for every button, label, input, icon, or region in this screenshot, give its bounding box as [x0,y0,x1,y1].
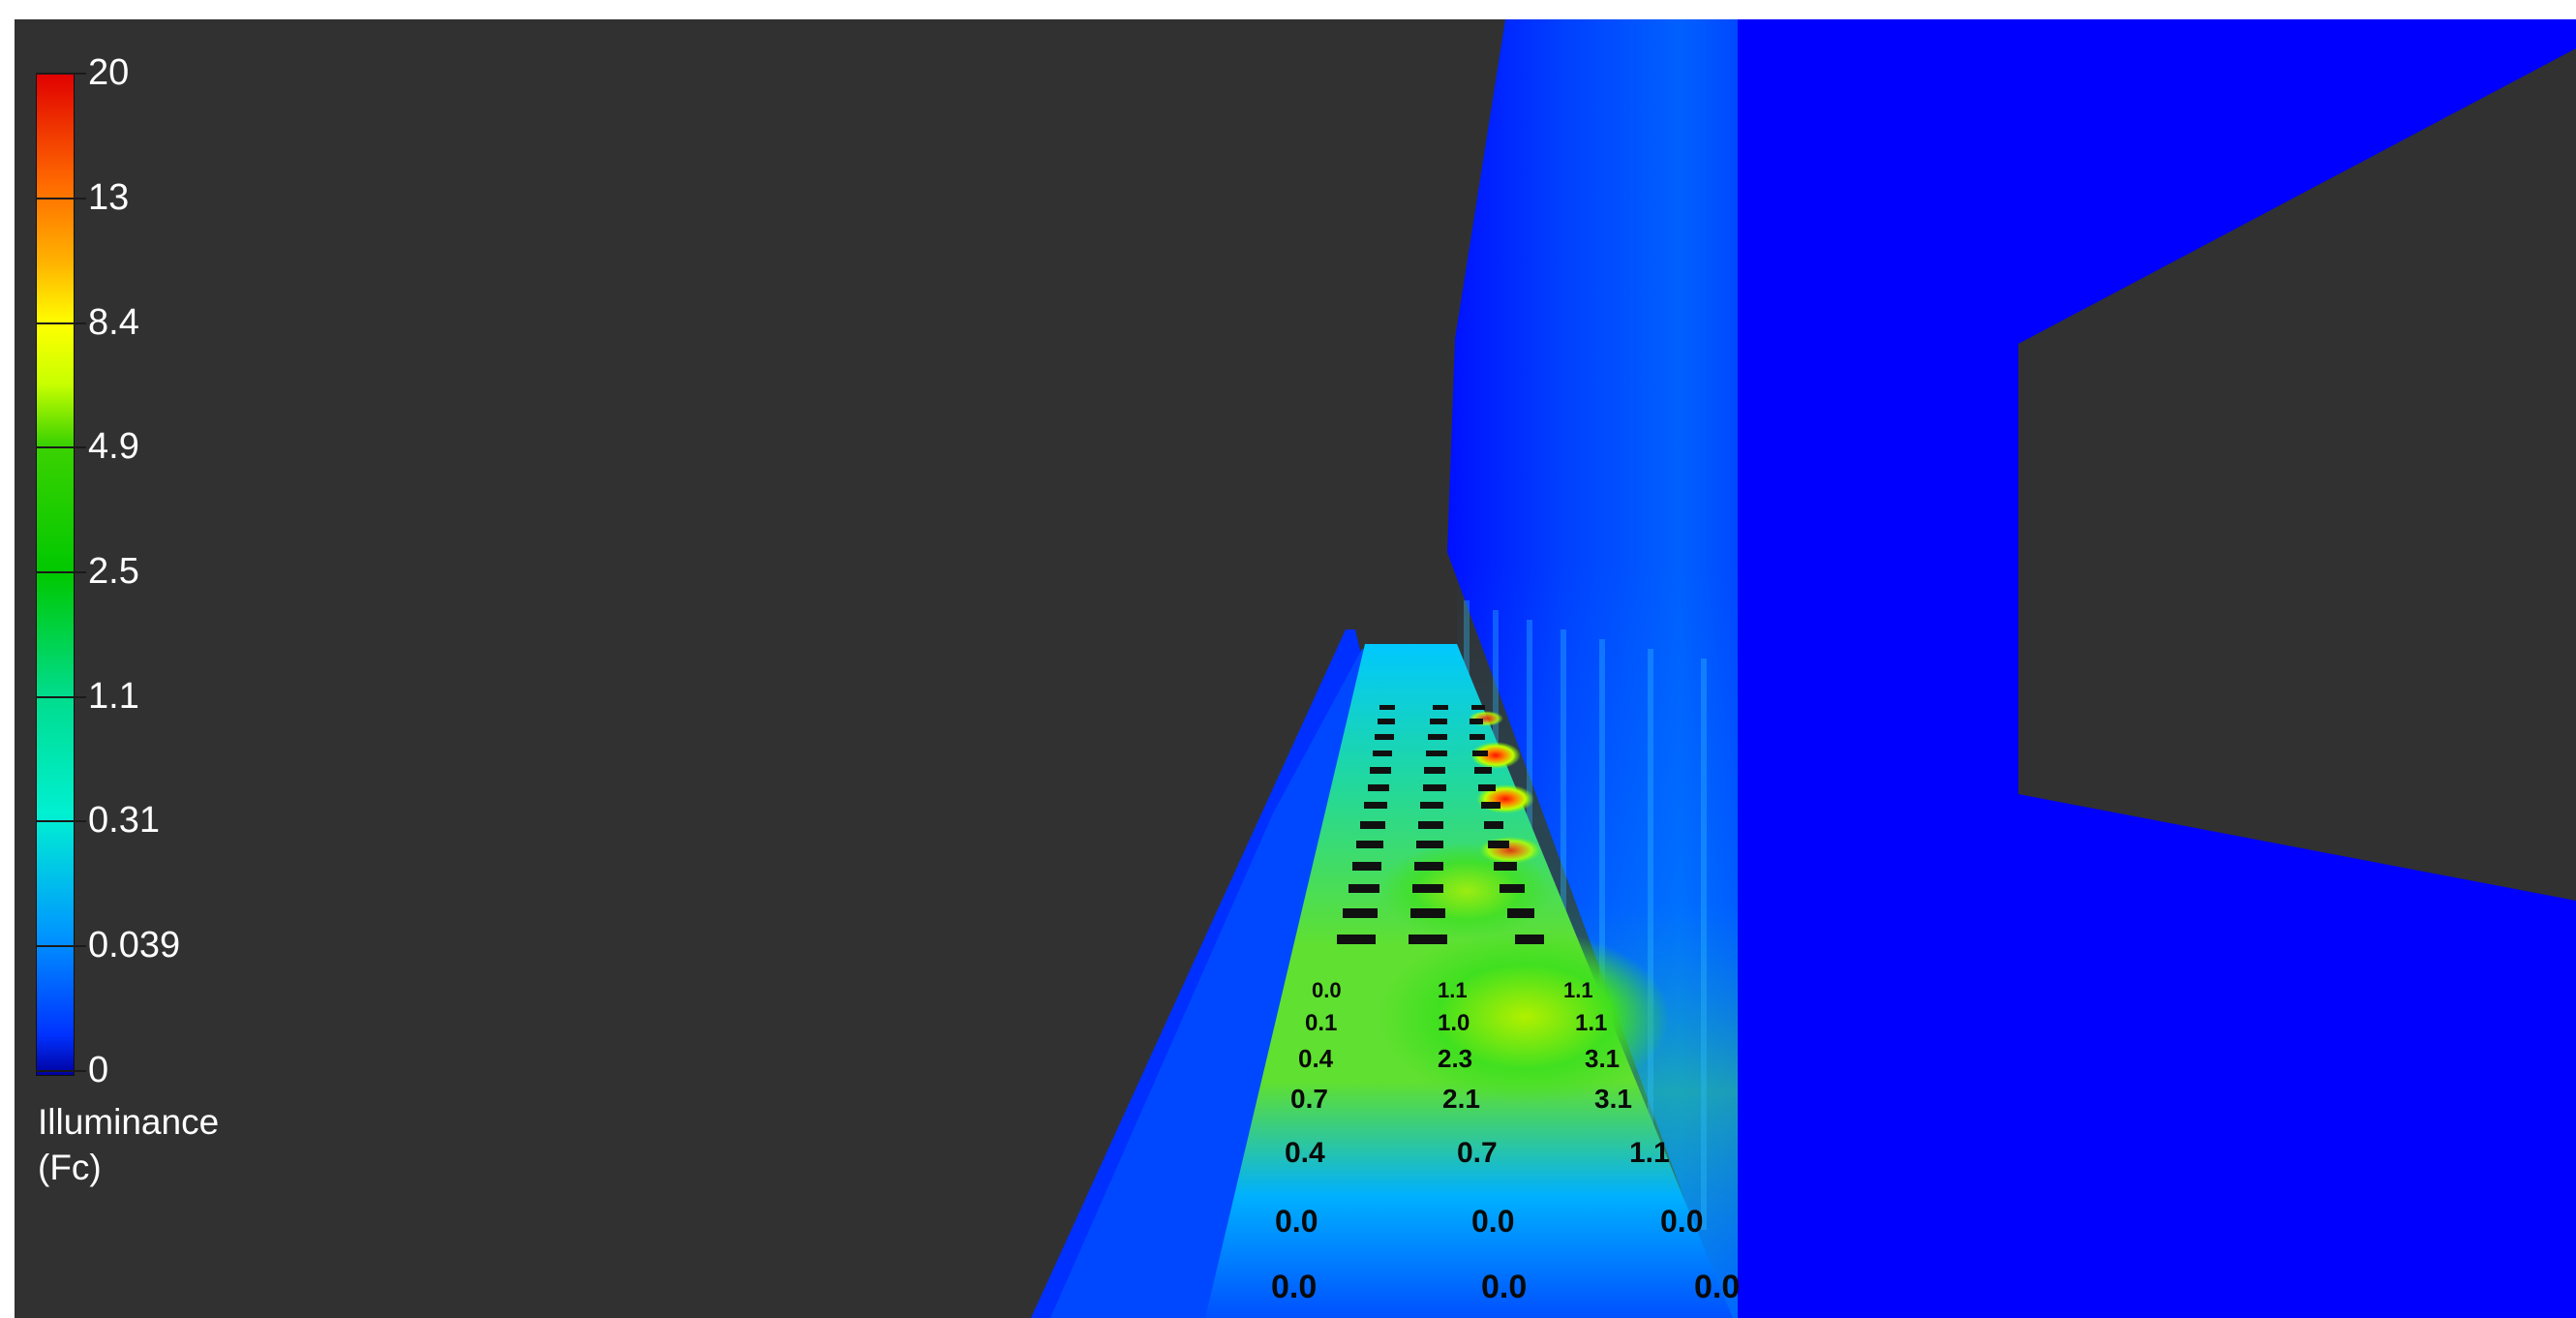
corridor-curb [1031,629,1362,1318]
legend-tick [36,571,86,573]
right-wall-top-strip [2270,19,2576,136]
legend-tick-label: 20 [88,52,130,93]
grid-value: 2.1 [1442,1084,1480,1114]
grid-value: 1.1 [1575,1010,1607,1036]
grid-value: 0.4 [1285,1137,1325,1169]
grid-value: 0.0 [1471,1204,1514,1239]
grid-value: 1.0 [1438,1010,1470,1036]
legend-tick-label: 0.039 [88,925,181,966]
grid-value: 0.4 [1298,1044,1334,1073]
grid-value: 0.7 [1290,1084,1328,1114]
legend-tick-label: 4.9 [88,426,139,467]
legend-tick-label: 2.5 [88,551,139,592]
legend-tick [36,198,86,199]
grid-value: 1.1 [1629,1137,1670,1169]
grid-value: 1.1 [1438,978,1468,1002]
illuminance-3d-scene: 0.0 1.1 1.1 0.1 1.0 1.1 0.4 2.3 3.1 0.7 … [1031,19,2576,1318]
legend-tick-label: 0 [88,1050,109,1090]
legend-tick-label: 8.4 [88,302,139,343]
grid-value: 0.0 [1481,1269,1527,1305]
legend-title-line1: Illuminance [38,1102,220,1142]
color-scale-bar [36,73,75,1076]
legend-tick [36,945,86,947]
grid-value: 1.1 [1563,978,1593,1002]
floor-green-zone [1379,930,1670,1104]
render-viewport[interactable]: 0.0 1.1 1.1 0.1 1.0 1.1 0.4 2.3 3.1 0.7 … [15,19,2576,1318]
grid-value: 3.1 [1594,1084,1632,1114]
right-wall-opening [2018,48,2576,901]
hotspot-1 [1470,742,1521,769]
legend-tick [36,696,86,698]
legend-tick [36,73,86,75]
legend-tick-label: 1.1 [88,676,139,717]
far-calc-points [1337,705,1544,944]
legend-tick [36,1070,86,1072]
legend-tick [36,322,86,324]
legend-title-line2: (Fc) [38,1148,102,1187]
grid-value: 3.1 [1585,1044,1620,1073]
grid-value: 2.3 [1438,1044,1472,1073]
legend-tick-label: 13 [88,177,130,218]
grid-value: 0.0 [1694,1269,1740,1305]
legend-tick-label: 0.31 [88,800,160,841]
legend-title: Illuminance (Fc) [38,1099,219,1190]
grid-value: 0.1 [1305,1010,1337,1036]
color-scale-legend: 20 13 8.4 4.9 2.5 1.1 0.31 0.039 0 Illum… [24,44,247,1206]
grid-value: 0.0 [1275,1204,1318,1239]
grid-value: 0.0 [1312,978,1342,1002]
near-calc-values: 0.0 1.1 1.1 0.1 1.0 1.1 0.4 2.3 3.1 0.7 … [1271,978,1740,1305]
grid-value: 0.7 [1457,1137,1498,1169]
legend-tick [36,446,86,448]
grid-value: 0.0 [1271,1269,1317,1305]
legend-tick [36,820,86,822]
corridor-wall-glow [1457,562,1738,1318]
grid-value: 0.0 [1660,1204,1703,1239]
